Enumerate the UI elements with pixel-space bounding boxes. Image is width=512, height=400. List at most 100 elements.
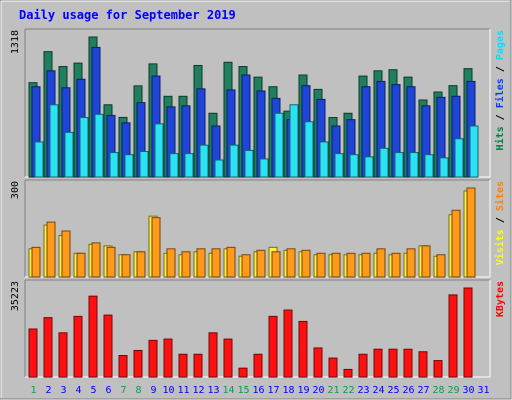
bar-kbytes-day-8 — [133, 349, 143, 378]
x-tick-label-day-12: 12 — [192, 385, 204, 396]
legend-separator: / — [495, 60, 506, 78]
bar-sites-day-3 — [61, 230, 71, 278]
x-tick-label-day-3: 3 — [60, 385, 66, 396]
bar-sites-day-20 — [316, 252, 326, 278]
bar-sites-day-15 — [241, 254, 251, 278]
bar-sites-day-21 — [331, 252, 341, 278]
bar-pages-day-13 — [214, 159, 224, 178]
bar-sites-day-8 — [136, 251, 146, 278]
bar-pages-day-23 — [364, 156, 374, 178]
bar-kbytes-day-29 — [448, 294, 458, 378]
bar-sites-day-25 — [391, 252, 401, 278]
bar-kbytes-day-13 — [208, 332, 218, 378]
bar-kbytes-day-28 — [433, 360, 443, 378]
bar-sites-day-19 — [301, 249, 311, 278]
x-tick-label-day-2: 2 — [45, 385, 51, 396]
x-tick-label-day-29: 29 — [447, 385, 459, 396]
bar-sites-day-30 — [466, 187, 476, 278]
x-tick-label-day-1: 1 — [30, 385, 36, 396]
x-tick-label-day-5: 5 — [90, 385, 96, 396]
legend-separator: / — [495, 108, 506, 126]
bar-kbytes-day-6 — [103, 314, 113, 378]
bar-pages-day-24 — [379, 147, 389, 178]
bar-kbytes-day-14 — [223, 338, 233, 378]
bar-sites-day-5 — [91, 242, 101, 278]
bar-sites-day-4 — [76, 252, 86, 278]
panel-max-label: 35223 — [10, 281, 21, 311]
x-tick-label-day-27: 27 — [417, 385, 429, 396]
x-tick-label-day-17: 17 — [267, 385, 279, 396]
x-tick-label-day-16: 16 — [252, 385, 264, 396]
bar-pages-day-25 — [394, 152, 404, 178]
panel-legend: Hits / Files / Pages — [494, 30, 506, 150]
plot-panels: 1318 Hits / Files / Pages 300 Visits / Site… — [10, 28, 506, 378]
legend-entry-sites: Sites — [494, 181, 506, 211]
x-tick-label-day-9: 9 — [150, 385, 156, 396]
bar-kbytes-day-27 — [418, 351, 428, 378]
x-tick-label-day-30: 30 — [462, 385, 474, 396]
bar-kbytes-day-15 — [238, 367, 248, 378]
bar-pages-day-18 — [289, 104, 299, 178]
bar-kbytes-day-4 — [73, 315, 83, 378]
bar-pages-day-27 — [424, 154, 434, 178]
bar-sites-day-26 — [406, 248, 416, 278]
bar-pages-day-29 — [454, 138, 464, 178]
x-tick-label-day-25: 25 — [387, 385, 399, 396]
bar-kbytes-day-22 — [343, 368, 353, 378]
bar-kbytes-day-19 — [298, 320, 308, 378]
bar-sites-day-24 — [376, 248, 386, 278]
bar-kbytes-day-21 — [328, 357, 338, 378]
bar-pages-day-7 — [124, 154, 134, 178]
bar-pages-day-3 — [64, 131, 74, 178]
bar-pages-day-17 — [274, 112, 284, 178]
x-tick-label-day-14: 14 — [222, 385, 234, 396]
bar-sites-day-16 — [256, 249, 266, 278]
bar-pages-day-6 — [109, 152, 119, 178]
x-tick-label-day-26: 26 — [402, 385, 414, 396]
bar-sites-day-1 — [31, 246, 41, 278]
bar-sites-day-22 — [346, 252, 356, 278]
x-tick-label-day-15: 15 — [237, 385, 249, 396]
bar-kbytes-day-1 — [28, 328, 38, 378]
bar-pages-day-26 — [409, 152, 419, 178]
x-tick-label-day-24: 24 — [372, 385, 384, 396]
x-tick-label-day-31: 31 — [477, 385, 489, 396]
bar-sites-day-29 — [451, 209, 461, 278]
bar-pages-day-11 — [184, 153, 194, 178]
panel-legend: KBytes — [495, 281, 506, 317]
bar-pages-day-30 — [469, 125, 479, 178]
bar-pages-day-10 — [169, 153, 179, 178]
bar-pages-day-28 — [439, 157, 449, 178]
bar-sites-day-11 — [181, 251, 191, 278]
x-tick-label-day-7: 7 — [120, 385, 126, 396]
panel-hits-files-pages: 1318 Hits / Files / Pages — [10, 28, 506, 178]
bar-sites-day-14 — [226, 246, 236, 278]
bar-sites-day-27 — [421, 245, 431, 278]
legend-entry-hits: Hits — [494, 126, 506, 150]
bar-sites-day-13 — [211, 248, 221, 278]
x-tick-label-day-22: 22 — [342, 385, 354, 396]
bar-kbytes-day-10 — [163, 338, 173, 378]
bar-sites-day-28 — [436, 254, 446, 278]
x-tick-label-day-23: 23 — [357, 385, 369, 396]
bar-kbytes-day-17 — [268, 315, 278, 378]
bar-kbytes-day-26 — [403, 348, 413, 378]
panel-kbytes: 35223 KBytes — [10, 279, 506, 378]
x-tick-label-day-19: 19 — [297, 385, 309, 396]
x-tick-label-day-13: 13 — [207, 385, 219, 396]
chart-title: Daily usage for September 2019 — [19, 8, 236, 22]
bar-sites-day-23 — [361, 252, 371, 278]
x-tick-label-day-20: 20 — [312, 385, 324, 396]
bar-sites-day-17 — [271, 251, 281, 278]
legend-entry-visits: Visits — [494, 229, 506, 265]
bar-pages-day-2 — [49, 104, 59, 178]
bar-sites-day-18 — [286, 248, 296, 278]
bar-kbytes-day-2 — [43, 317, 53, 378]
bar-sites-day-7 — [121, 254, 131, 278]
legend-entry-kbytes: KBytes — [495, 281, 506, 317]
bar-kbytes-day-9 — [148, 339, 158, 378]
bar-sites-day-12 — [196, 248, 206, 278]
legend-entry-files: Files — [494, 78, 506, 108]
bar-pages-day-22 — [349, 154, 359, 178]
bar-pages-day-21 — [334, 153, 344, 178]
